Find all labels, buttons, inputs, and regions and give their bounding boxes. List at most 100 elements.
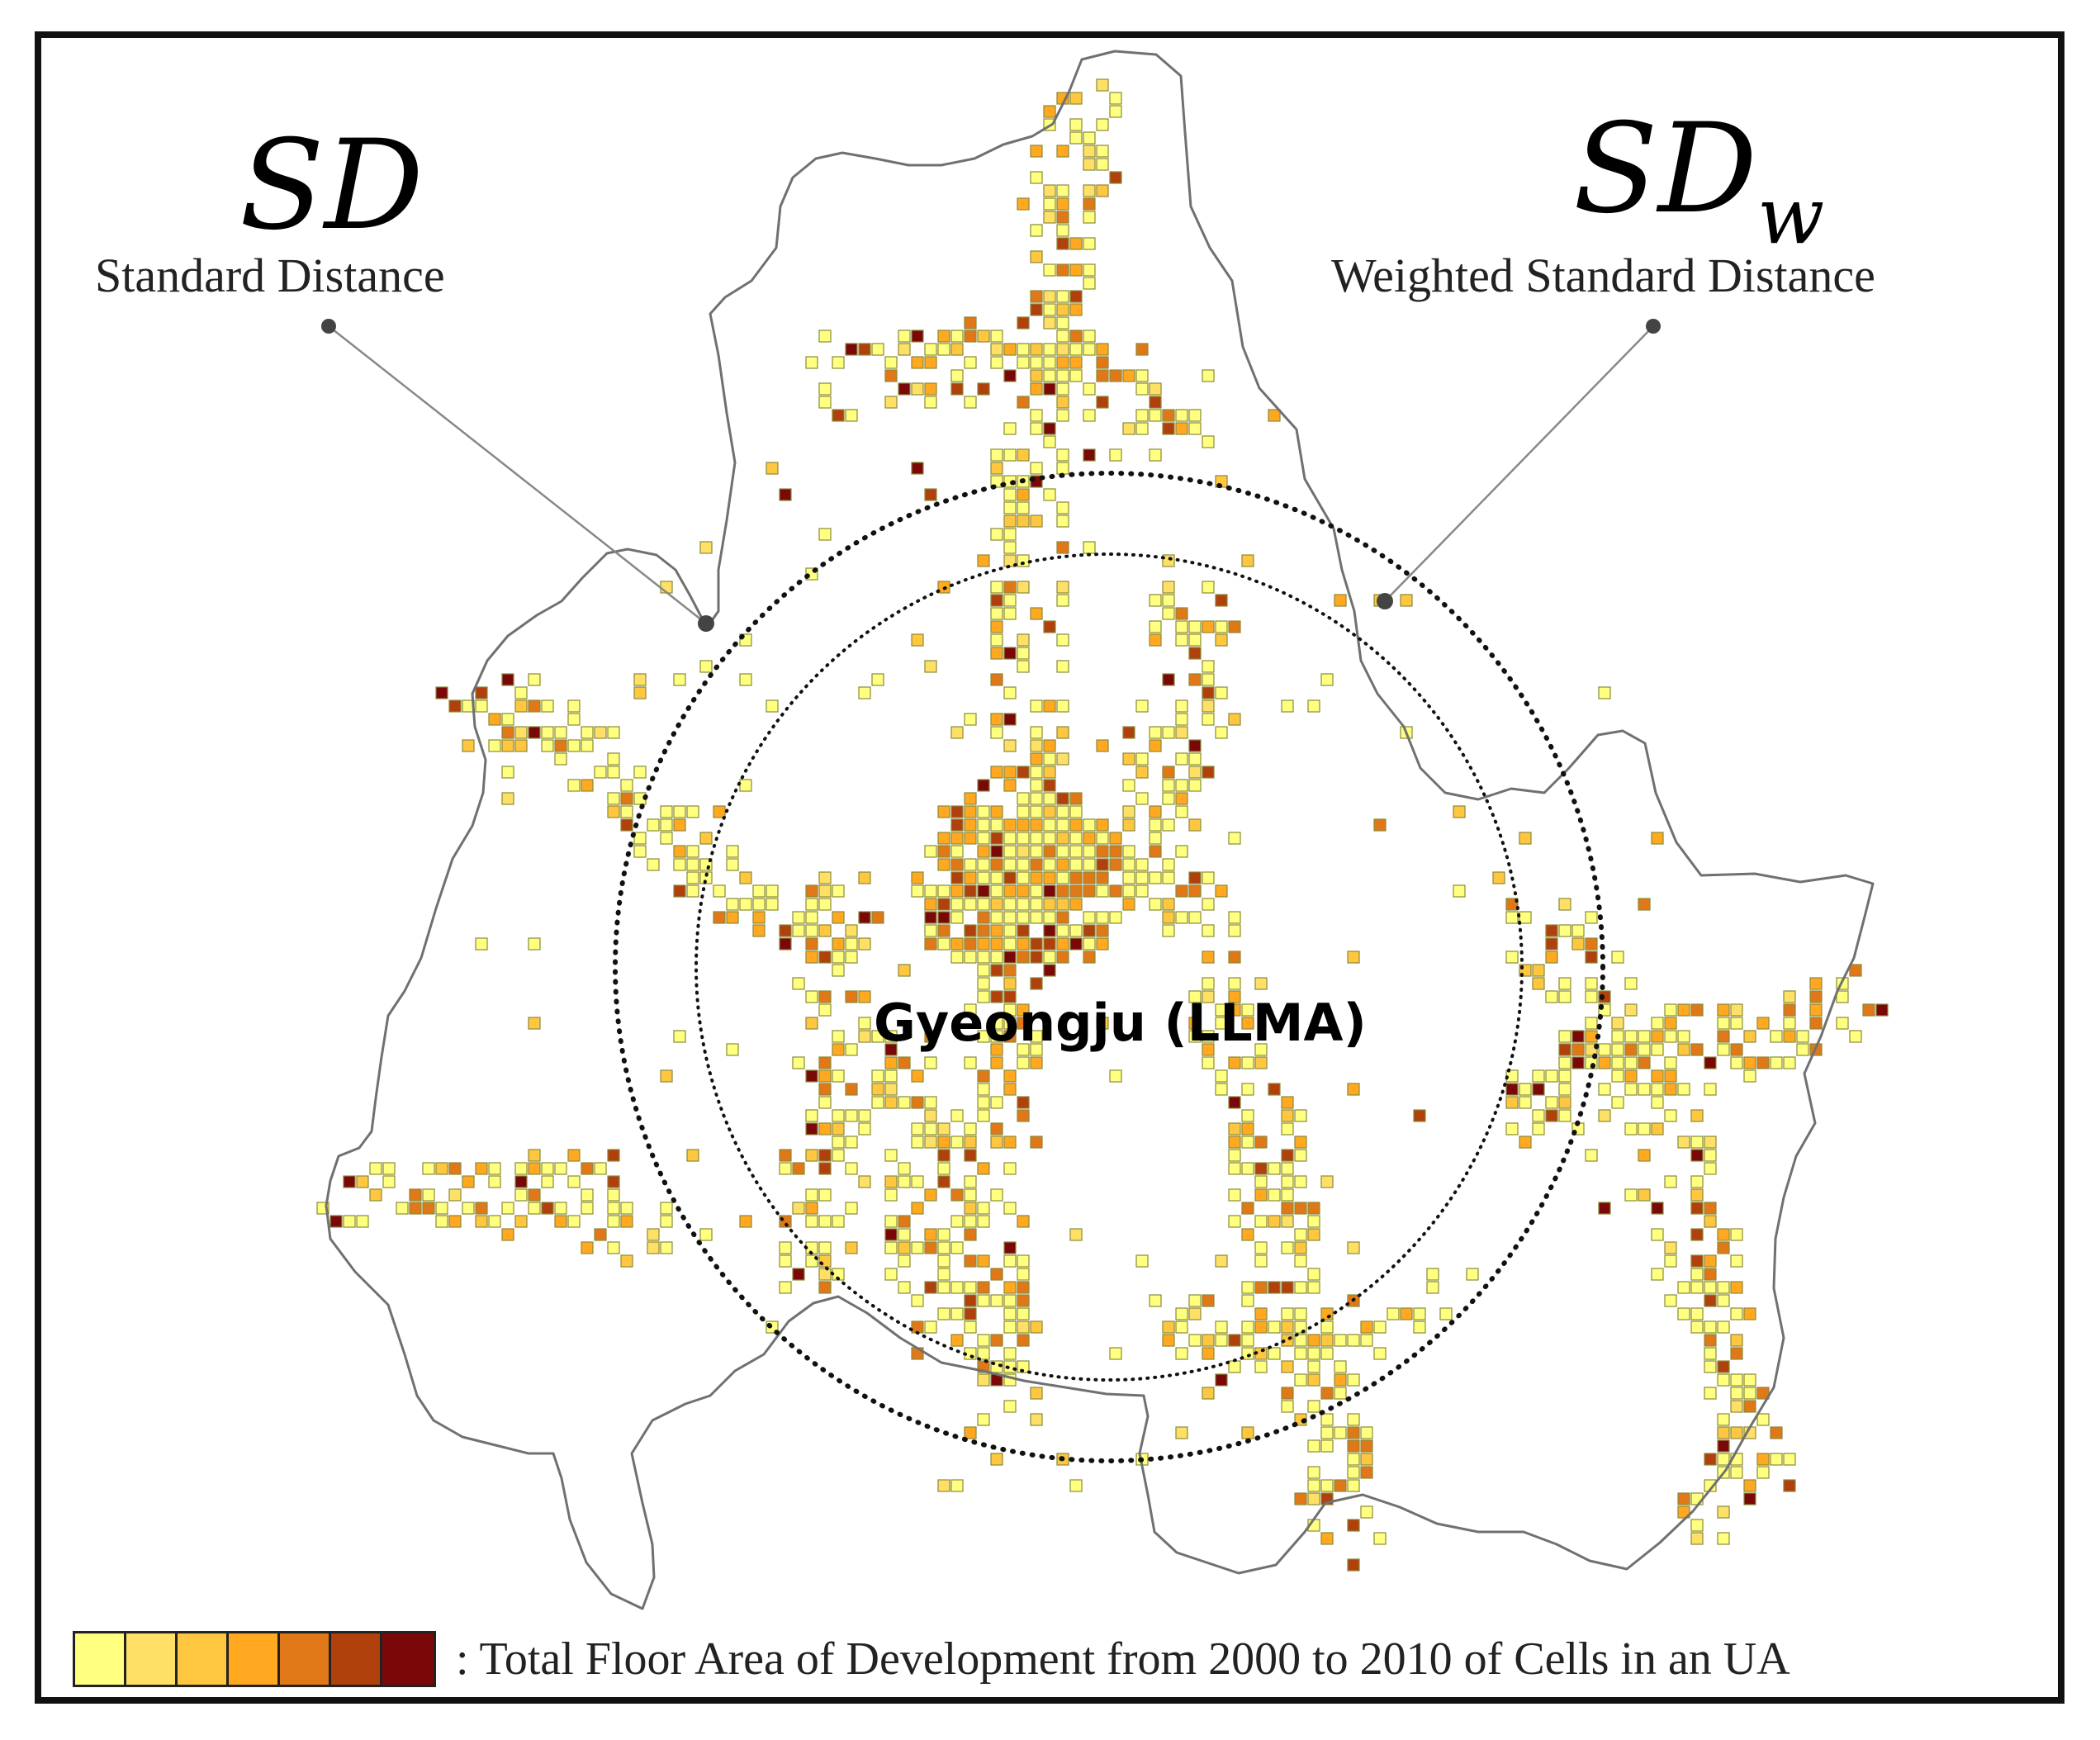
development-cell <box>1241 1202 1254 1215</box>
development-cell <box>1030 898 1043 911</box>
sd-leader-line <box>328 325 707 624</box>
development-cell <box>898 1281 911 1294</box>
development-cell <box>964 832 977 845</box>
development-cell <box>924 1241 937 1254</box>
development-cell <box>1690 1149 1704 1162</box>
development-cell <box>818 1188 832 1202</box>
development-cell <box>937 1228 950 1241</box>
development-cell <box>950 1215 964 1228</box>
development-cell <box>858 343 871 356</box>
development-cell <box>950 898 964 911</box>
development-cell <box>620 1202 633 1215</box>
development-cell <box>448 699 462 713</box>
development-cell <box>1638 898 1651 911</box>
development-cell <box>884 1241 898 1254</box>
development-cell <box>1003 607 1017 620</box>
development-cell <box>660 1069 673 1083</box>
development-cell <box>832 1030 845 1043</box>
development-cell <box>964 1056 977 1069</box>
development-cell <box>1188 818 1202 832</box>
development-cell <box>818 330 832 343</box>
development-cell <box>1413 1109 1426 1122</box>
development-cell <box>1202 369 1215 382</box>
development-cell <box>1175 779 1188 792</box>
development-cell <box>607 1149 620 1162</box>
development-cell <box>1003 832 1017 845</box>
development-cell <box>1030 726 1043 739</box>
development-cell <box>937 937 950 951</box>
development-cell <box>832 1136 845 1149</box>
development-cell <box>964 1320 977 1334</box>
development-cell <box>1188 1030 1202 1043</box>
development-cell <box>805 1149 818 1162</box>
development-cell <box>898 382 911 396</box>
development-cell <box>1254 1307 1268 1320</box>
development-cell <box>977 1347 990 1360</box>
development-cell <box>990 356 1003 369</box>
development-cell <box>1585 1017 1598 1030</box>
development-cell <box>1188 1017 1202 1030</box>
development-cell <box>845 990 858 1003</box>
development-cell <box>1387 1307 1400 1320</box>
development-cell <box>1135 792 1149 805</box>
development-cell <box>396 1202 409 1215</box>
development-cell <box>1003 541 1017 554</box>
development-cell <box>884 1149 898 1162</box>
development-cell <box>1056 805 1069 818</box>
development-cell <box>1717 1017 1730 1030</box>
development-cell <box>950 818 964 832</box>
development-cell <box>990 1043 1003 1056</box>
development-cell <box>1558 1096 1571 1109</box>
development-cell <box>1743 1479 1756 1492</box>
development-cell <box>1188 620 1202 633</box>
development-cell <box>1162 607 1175 620</box>
development-cell <box>964 951 977 964</box>
development-cell <box>1135 871 1149 884</box>
development-cell <box>818 884 832 898</box>
development-cell <box>1294 1373 1307 1387</box>
development-cell <box>1149 1294 1162 1307</box>
development-cell <box>805 911 818 924</box>
development-cell <box>1241 1294 1254 1307</box>
development-cell <box>884 1215 898 1228</box>
development-cell <box>950 1241 964 1254</box>
development-cell <box>1651 1268 1664 1281</box>
development-cell <box>924 356 937 369</box>
development-cell <box>1690 1109 1704 1122</box>
development-cell <box>1069 237 1083 250</box>
development-cell <box>1730 1387 1743 1400</box>
development-cell <box>1585 951 1598 964</box>
development-cell <box>1624 977 1638 990</box>
development-cell <box>845 409 858 422</box>
development-cell <box>1096 937 1109 951</box>
development-cell <box>1043 818 1056 832</box>
development-cell <box>1056 224 1069 237</box>
development-cell <box>1122 779 1135 792</box>
development-cell <box>1135 766 1149 779</box>
development-cell <box>1030 832 1043 845</box>
development-cell <box>329 1215 343 1228</box>
development-cell <box>1704 1162 1717 1175</box>
development-cell <box>845 1202 858 1215</box>
development-cell <box>1532 1069 1545 1083</box>
development-cell <box>1307 699 1320 713</box>
development-cell <box>898 1096 911 1109</box>
development-cell <box>1083 911 1096 924</box>
development-cell <box>911 382 924 396</box>
development-cell <box>1030 1043 1043 1056</box>
development-cell <box>1307 1347 1320 1360</box>
development-cell <box>1426 1281 1439 1294</box>
development-cell <box>950 858 964 871</box>
development-cell <box>567 1149 581 1162</box>
development-cell <box>1347 1453 1360 1466</box>
development-cell <box>1202 1030 1215 1043</box>
development-cell <box>1069 858 1083 871</box>
development-cell <box>1056 356 1069 369</box>
development-cell <box>977 1281 990 1294</box>
development-cell <box>1215 1083 1228 1096</box>
development-cell <box>1056 409 1069 422</box>
development-cell <box>1017 1334 1030 1347</box>
development-cell <box>977 1162 990 1175</box>
development-cell <box>884 1030 898 1043</box>
development-cell <box>1069 937 1083 951</box>
